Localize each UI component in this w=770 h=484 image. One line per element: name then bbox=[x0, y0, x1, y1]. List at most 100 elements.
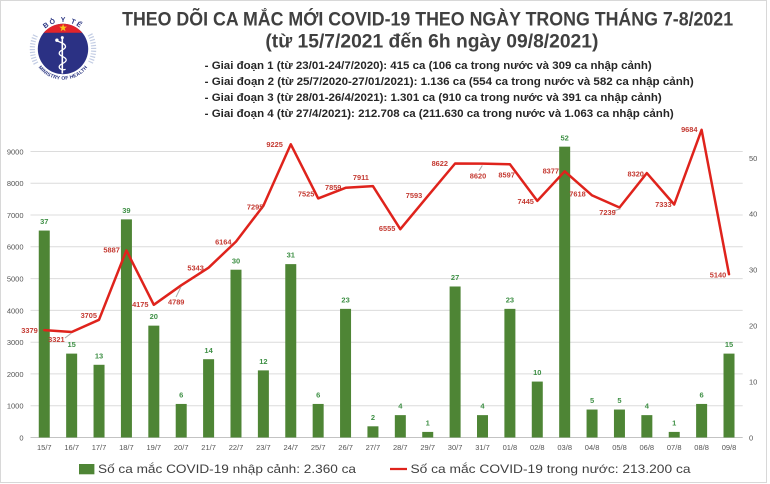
svg-text:6: 6 bbox=[179, 391, 183, 400]
svg-text:5343: 5343 bbox=[187, 264, 203, 273]
svg-text:8597: 8597 bbox=[498, 170, 514, 179]
svg-text:29/7: 29/7 bbox=[420, 443, 435, 452]
svg-text:31/7: 31/7 bbox=[475, 443, 490, 452]
svg-text:3000: 3000 bbox=[7, 338, 24, 347]
svg-text:Số ca mắc COVID-19 trong nước:: Số ca mắc COVID-19 trong nước: 213.200 c… bbox=[411, 461, 691, 476]
svg-text:15/7: 15/7 bbox=[37, 443, 52, 452]
svg-text:30/7: 30/7 bbox=[448, 443, 463, 452]
svg-text:3321: 3321 bbox=[48, 335, 64, 344]
svg-text:7911: 7911 bbox=[353, 173, 369, 182]
svg-text:4: 4 bbox=[480, 402, 485, 411]
svg-text:9225: 9225 bbox=[266, 140, 282, 149]
svg-text:15: 15 bbox=[725, 340, 733, 349]
svg-text:0: 0 bbox=[749, 433, 753, 442]
svg-text:18/7: 18/7 bbox=[119, 443, 134, 452]
svg-text:10: 10 bbox=[533, 368, 541, 377]
svg-text:26/7: 26/7 bbox=[338, 443, 353, 452]
svg-text:7239: 7239 bbox=[599, 208, 615, 217]
svg-text:8377: 8377 bbox=[543, 167, 559, 176]
svg-text:- Giai đoạn 2 (từ 25/7/2020-27: - Giai đoạn 2 (từ 25/7/2020-27/01/2021):… bbox=[205, 76, 694, 88]
svg-text:9684: 9684 bbox=[681, 125, 698, 134]
svg-text:7618: 7618 bbox=[569, 190, 585, 199]
svg-text:6: 6 bbox=[316, 391, 320, 400]
svg-text:03/8: 03/8 bbox=[557, 443, 572, 452]
svg-text:7445: 7445 bbox=[517, 197, 533, 206]
svg-text:01/8: 01/8 bbox=[503, 443, 518, 452]
svg-text:4000: 4000 bbox=[7, 306, 24, 315]
svg-text:27/7: 27/7 bbox=[366, 443, 381, 452]
svg-text:- Giai đoạn 1 (từ 23/01-24/7/2: - Giai đoạn 1 (từ 23/01-24/7/2020): 415 … bbox=[205, 60, 652, 72]
svg-text:30: 30 bbox=[749, 266, 757, 275]
svg-text:7525: 7525 bbox=[298, 190, 314, 199]
svg-text:4175: 4175 bbox=[132, 300, 148, 309]
svg-text:06/8: 06/8 bbox=[639, 443, 654, 452]
svg-text:17/7: 17/7 bbox=[92, 443, 107, 452]
svg-text:1: 1 bbox=[672, 419, 676, 428]
svg-text:5: 5 bbox=[590, 396, 594, 405]
svg-text:10: 10 bbox=[749, 378, 757, 387]
svg-text:7593: 7593 bbox=[406, 191, 422, 200]
svg-text:Số ca mắc COVID-19 nhập cảnh:: Số ca mắc COVID-19 nhập cảnh: 2.360 ca bbox=[98, 461, 356, 476]
svg-text:7000: 7000 bbox=[7, 211, 24, 220]
svg-text:08/8: 08/8 bbox=[694, 443, 709, 452]
svg-text:7333: 7333 bbox=[655, 200, 671, 209]
svg-text:- Giai đoạn 3 (từ 28/01-26/4/2: - Giai đoạn 3 (từ 28/01-26/4/2021): 1.30… bbox=[205, 92, 662, 104]
svg-text:16/7: 16/7 bbox=[64, 443, 79, 452]
svg-text:39: 39 bbox=[122, 206, 130, 215]
svg-text:23: 23 bbox=[341, 296, 349, 305]
svg-text:31: 31 bbox=[287, 251, 295, 260]
svg-text:1000: 1000 bbox=[7, 402, 24, 411]
svg-text:6555: 6555 bbox=[379, 224, 395, 233]
svg-text:3379: 3379 bbox=[21, 326, 37, 335]
svg-text:14: 14 bbox=[204, 346, 213, 355]
svg-text:8620: 8620 bbox=[470, 171, 486, 180]
svg-text:22/7: 22/7 bbox=[229, 443, 244, 452]
svg-text:2000: 2000 bbox=[7, 370, 24, 379]
svg-text:3705: 3705 bbox=[81, 311, 97, 320]
svg-text:13: 13 bbox=[95, 351, 103, 360]
svg-text:8320: 8320 bbox=[627, 170, 643, 179]
svg-text:07/8: 07/8 bbox=[667, 443, 682, 452]
svg-text:5887: 5887 bbox=[103, 246, 119, 255]
svg-text:0: 0 bbox=[19, 433, 23, 442]
svg-text:23/7: 23/7 bbox=[256, 443, 271, 452]
svg-text:4789: 4789 bbox=[168, 298, 184, 307]
svg-text:19/7: 19/7 bbox=[146, 443, 161, 452]
svg-text:28/7: 28/7 bbox=[393, 443, 408, 452]
svg-text:02/8: 02/8 bbox=[530, 443, 545, 452]
svg-text:8622: 8622 bbox=[432, 159, 448, 168]
svg-text:27: 27 bbox=[451, 273, 459, 282]
svg-text:23: 23 bbox=[506, 296, 514, 305]
svg-text:20: 20 bbox=[150, 312, 158, 321]
svg-text:52: 52 bbox=[561, 133, 569, 142]
svg-text:40: 40 bbox=[749, 210, 757, 219]
svg-text:6: 6 bbox=[700, 391, 704, 400]
svg-text:1: 1 bbox=[426, 419, 430, 428]
svg-text:20: 20 bbox=[749, 322, 757, 331]
svg-text:8000: 8000 bbox=[7, 179, 24, 188]
svg-text:(từ 15/7/2021 đến 6h ngày 09/8: (từ 15/7/2021 đến 6h ngày 09/8/2021) bbox=[265, 31, 598, 52]
svg-text:4: 4 bbox=[398, 402, 403, 411]
svg-text:21/7: 21/7 bbox=[201, 443, 216, 452]
svg-text:09/8: 09/8 bbox=[722, 443, 737, 452]
svg-text:25/7: 25/7 bbox=[311, 443, 326, 452]
svg-text:50: 50 bbox=[749, 154, 757, 163]
svg-text:15: 15 bbox=[68, 340, 76, 349]
svg-text:20/7: 20/7 bbox=[174, 443, 189, 452]
svg-text:05/8: 05/8 bbox=[612, 443, 627, 452]
svg-text:5000: 5000 bbox=[7, 275, 24, 284]
svg-text:24/7: 24/7 bbox=[283, 443, 298, 452]
svg-text:37: 37 bbox=[40, 217, 48, 226]
svg-text:6164: 6164 bbox=[215, 237, 232, 246]
svg-text:4: 4 bbox=[645, 402, 650, 411]
svg-text:6000: 6000 bbox=[7, 243, 24, 252]
svg-text:04/8: 04/8 bbox=[585, 443, 600, 452]
svg-text:THEO DÕI CA MẮC MỚI COVID-19 T: THEO DÕI CA MẮC MỚI COVID-19 THEO NGÀY T… bbox=[122, 8, 733, 30]
svg-text:7295: 7295 bbox=[247, 203, 263, 212]
svg-text:- Giai đoạn 4 (từ 27/4/2021):: - Giai đoạn 4 (từ 27/4/2021): 212.708 ca… bbox=[205, 108, 674, 120]
svg-text:2: 2 bbox=[371, 413, 375, 422]
svg-text:5: 5 bbox=[617, 396, 621, 405]
svg-text:5140: 5140 bbox=[710, 270, 726, 279]
svg-text:12: 12 bbox=[259, 357, 267, 366]
svg-text:30: 30 bbox=[232, 256, 240, 265]
